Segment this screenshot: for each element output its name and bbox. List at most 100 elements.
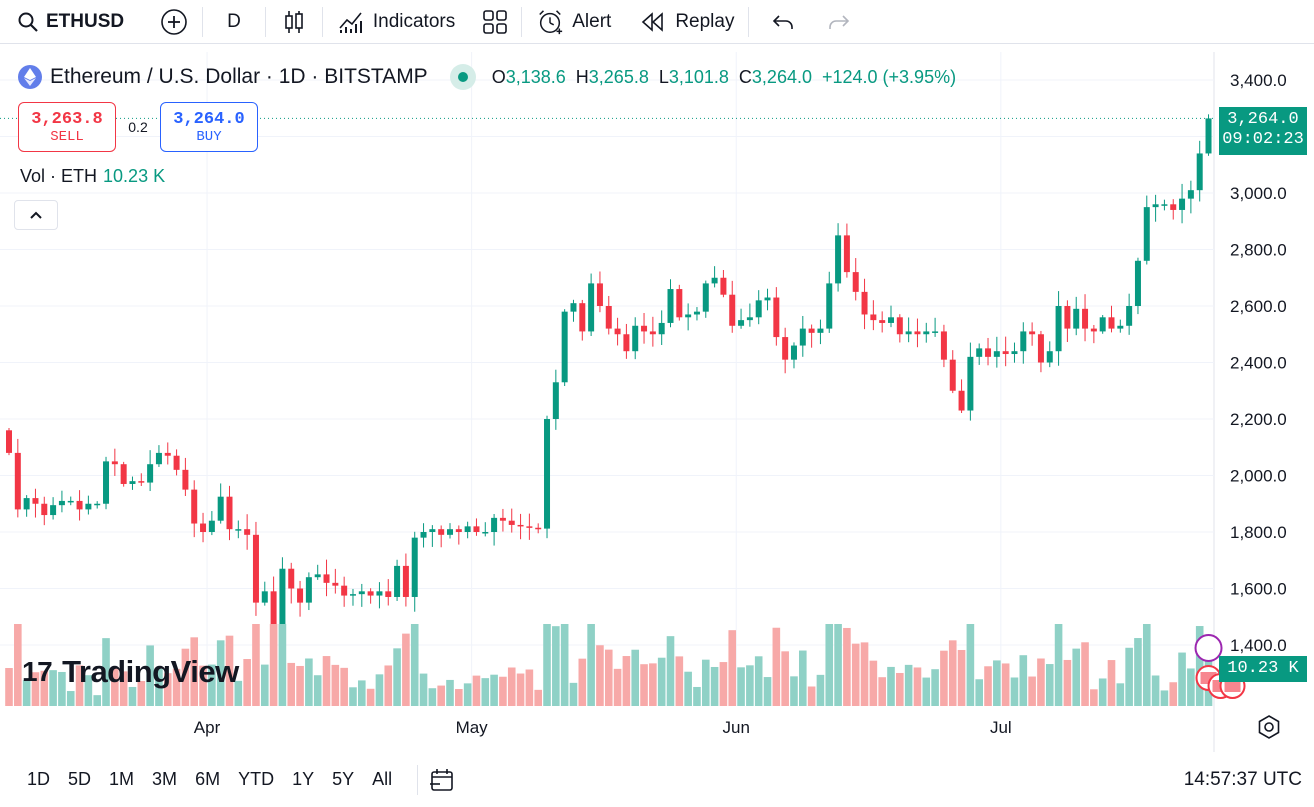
candle-body — [693, 311, 700, 315]
range-5y[interactable]: 5Y — [332, 769, 355, 789]
alert-button[interactable]: Alert — [522, 0, 625, 44]
volume-bar — [455, 689, 463, 706]
candle-body — [1064, 306, 1071, 329]
volume-bar — [31, 672, 40, 706]
symbol-search[interactable]: ETHUSD — [0, 0, 134, 44]
trade-panel: 3,263.8 SELL 0.2 3,264.0 BUY — [18, 102, 258, 152]
candle-body — [835, 235, 842, 284]
volume-bar — [349, 687, 357, 706]
price-chart[interactable]: 3,400.03,200.03,000.02,800.02,600.02,400… — [0, 52, 1314, 752]
volume-bar — [366, 688, 375, 706]
range-5d[interactable]: 5D — [68, 769, 92, 789]
undo-button[interactable] — [749, 0, 817, 44]
ohlc-value: 3,264.0 — [751, 66, 812, 87]
layouts-button[interactable] — [469, 0, 521, 44]
indicators-button[interactable]: Indicators — [323, 0, 469, 44]
range-all[interactable]: All — [372, 769, 393, 789]
volume-bar — [1054, 624, 1063, 706]
price-tick-label: 2,200.0 — [1230, 410, 1287, 429]
symbol-legend: Ethereum / U.S. Dollar · 1D · BITSTAMP O… — [18, 64, 956, 90]
candle-body — [1073, 308, 1080, 329]
volume-bar — [516, 673, 525, 706]
candle-body — [641, 325, 648, 332]
redo-button[interactable] — [817, 0, 861, 44]
volume-bar — [507, 667, 516, 706]
range-3m[interactable]: 3M — [152, 769, 178, 789]
volume-bar — [684, 671, 692, 706]
candle-body — [429, 529, 436, 532]
tradingview-mark: 17 — [22, 656, 53, 687]
interval-button[interactable]: D — [203, 0, 265, 44]
candle-body — [808, 328, 815, 333]
candle-body — [932, 331, 939, 333]
volume-bar — [375, 674, 384, 706]
replay-button[interactable]: Replay — [625, 0, 748, 44]
chart-type-button[interactable] — [266, 0, 322, 44]
volume-bar — [278, 624, 287, 706]
candle-body — [1117, 325, 1124, 329]
volume-bar — [1001, 663, 1010, 706]
price-tick-label: 1,600.0 — [1230, 580, 1287, 599]
candle-body — [729, 294, 736, 326]
symbol-title[interactable]: Ethereum / U.S. Dollar · 1D · BITSTAMP — [50, 65, 428, 88]
range-1d[interactable]: 1D — [27, 769, 51, 789]
volume-bar — [419, 673, 428, 706]
volume-bar — [340, 667, 348, 706]
bar-countdown: 09:02:23 — [1222, 130, 1304, 149]
candle-body — [676, 289, 683, 318]
collapse-legend-button[interactable] — [14, 200, 58, 230]
volume-bar — [111, 667, 119, 706]
volume-bar — [657, 657, 666, 706]
candle-body — [235, 529, 242, 531]
volume-bar — [543, 624, 551, 706]
utc-clock[interactable]: 14:57:37 UTC — [1183, 768, 1302, 790]
volume-bar — [746, 665, 754, 706]
volume-bar — [1072, 648, 1081, 706]
candle-body — [1179, 198, 1186, 210]
go-to-date-button[interactable] — [428, 766, 456, 794]
candle-body — [852, 272, 859, 292]
candle-body — [200, 523, 207, 532]
toolbar-divider — [264, 6, 266, 37]
candle-body — [402, 565, 409, 597]
range-1y[interactable]: 1Y — [292, 769, 315, 789]
candle-body — [1205, 118, 1212, 154]
range-1m[interactable]: 1M — [109, 769, 135, 789]
candle-body — [103, 461, 110, 504]
price-tick-label: 2,600.0 — [1230, 297, 1287, 316]
volume-bar — [384, 665, 393, 706]
range-6m[interactable]: 6M — [195, 769, 221, 789]
volume-legend[interactable]: Vol · ETH 10.23 K — [20, 166, 165, 187]
volume-bar — [1151, 675, 1160, 706]
compare-button[interactable] — [150, 0, 198, 44]
candle-body — [1143, 207, 1150, 261]
chart-pane[interactable]: 3,400.03,200.03,000.02,800.02,600.02,400… — [0, 52, 1314, 752]
candle-body — [544, 419, 551, 529]
candle-body — [1196, 153, 1203, 191]
buy-button[interactable]: 3,264.0 BUY — [160, 102, 258, 152]
tradingview-logo[interactable]: 17 TradingView — [22, 654, 239, 690]
range-ytd[interactable]: YTD — [238, 769, 275, 789]
undo-icon — [769, 8, 797, 36]
volume-bar — [472, 675, 481, 706]
candle-body — [1037, 334, 1044, 363]
market-open-status-icon[interactable] — [449, 64, 476, 90]
volume-bar — [701, 659, 710, 706]
volume-bar — [552, 626, 560, 706]
candle-body — [588, 283, 595, 332]
price-tick-label: 3,000.0 — [1230, 184, 1287, 203]
date-range-list: 1D 5D 1M 3M 6M YTD 1Y 5Y All — [18, 769, 401, 790]
candle-body — [790, 345, 797, 360]
volume-bar — [1160, 690, 1169, 706]
chart-settings-icon[interactable] — [1256, 714, 1282, 740]
volume-bar — [763, 677, 772, 706]
sell-button[interactable]: 3,263.8 SELL — [18, 102, 116, 152]
candle-body — [226, 496, 233, 530]
volume-bar — [128, 686, 137, 706]
candle-body — [23, 498, 30, 510]
candle-body — [1126, 306, 1133, 326]
volume-bar — [957, 649, 966, 706]
volume-bar — [358, 680, 366, 706]
volume-bar — [243, 659, 251, 706]
price-tick-label: 2,800.0 — [1230, 241, 1287, 260]
